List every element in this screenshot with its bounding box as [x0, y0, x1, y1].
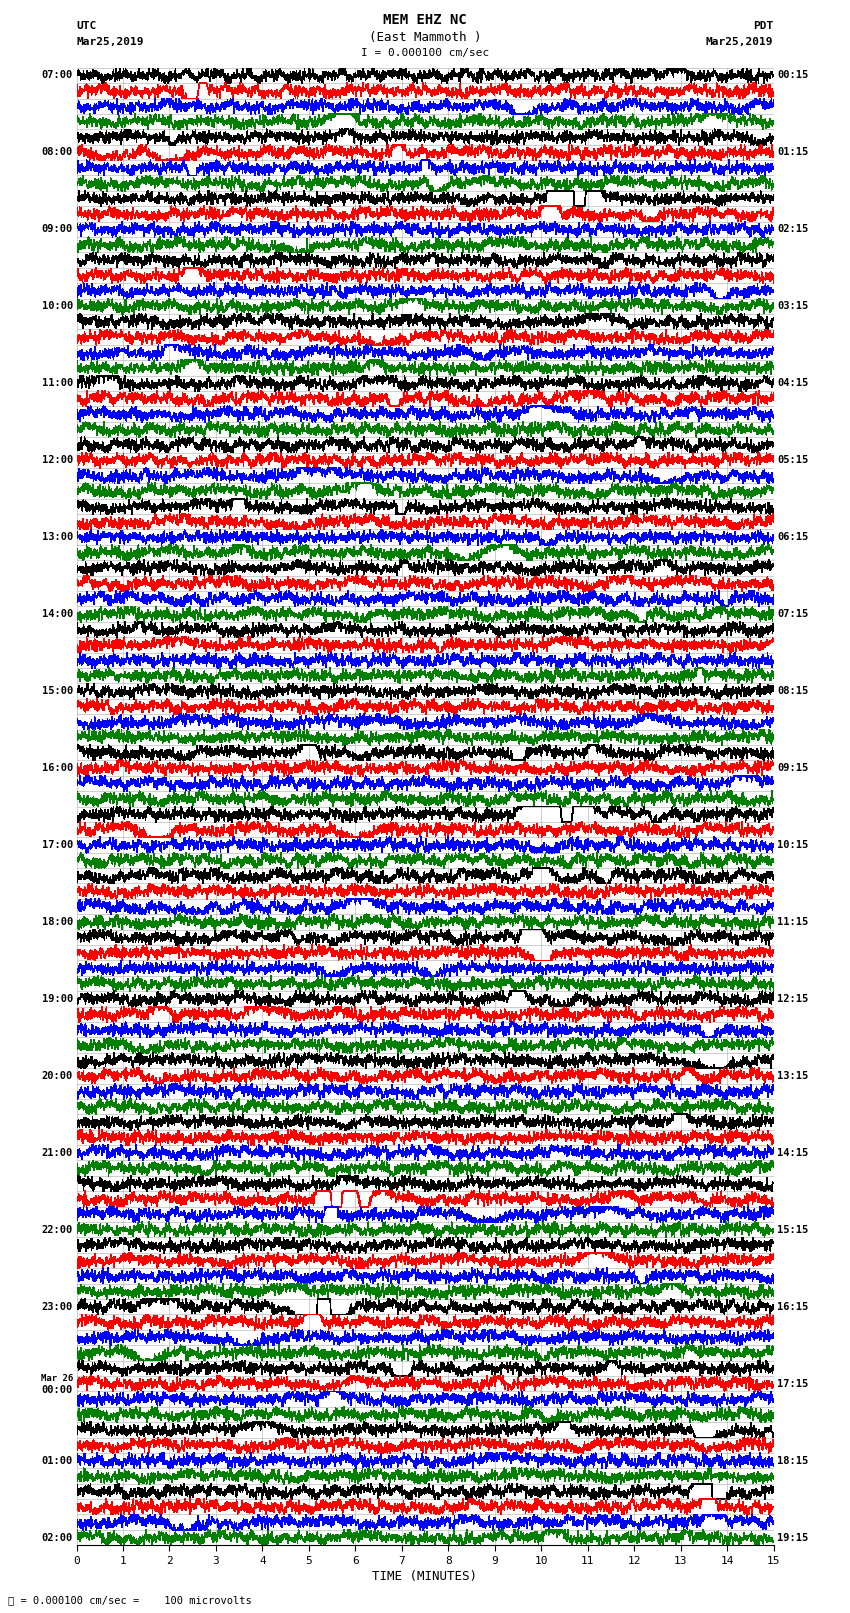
Text: 17:15: 17:15: [777, 1379, 808, 1389]
Text: Mar25,2019: Mar25,2019: [706, 37, 774, 47]
Text: 10:00: 10:00: [42, 302, 73, 311]
Text: 09:00: 09:00: [42, 224, 73, 234]
Text: 06:15: 06:15: [777, 532, 808, 542]
Text: (East Mammoth ): (East Mammoth ): [369, 31, 481, 44]
Text: 07:00: 07:00: [42, 71, 73, 81]
Text: 07:15: 07:15: [777, 610, 808, 619]
Text: 04:15: 04:15: [777, 379, 808, 389]
Text: 16:00: 16:00: [42, 763, 73, 773]
Text: 23:00: 23:00: [42, 1302, 73, 1311]
Text: 12:15: 12:15: [777, 994, 808, 1003]
Text: I = 0.000100 cm/sec: I = 0.000100 cm/sec: [361, 48, 489, 58]
Text: 01:00: 01:00: [42, 1455, 73, 1466]
Text: PDT: PDT: [753, 21, 774, 31]
Text: Mar 26: Mar 26: [41, 1374, 73, 1384]
Text: ⎹ = 0.000100 cm/sec =    100 microvolts: ⎹ = 0.000100 cm/sec = 100 microvolts: [8, 1595, 252, 1605]
Text: 19:15: 19:15: [777, 1532, 808, 1542]
Text: 00:00: 00:00: [42, 1386, 73, 1395]
X-axis label: TIME (MINUTES): TIME (MINUTES): [372, 1569, 478, 1582]
Text: MEM EHZ NC: MEM EHZ NC: [383, 13, 467, 27]
Text: 18:00: 18:00: [42, 916, 73, 927]
Text: 18:15: 18:15: [777, 1455, 808, 1466]
Text: 13:15: 13:15: [777, 1071, 808, 1081]
Text: 00:15: 00:15: [777, 71, 808, 81]
Text: 09:15: 09:15: [777, 763, 808, 773]
Text: 14:00: 14:00: [42, 610, 73, 619]
Text: 16:15: 16:15: [777, 1302, 808, 1311]
Text: 22:00: 22:00: [42, 1224, 73, 1234]
Text: 19:00: 19:00: [42, 994, 73, 1003]
Text: 12:00: 12:00: [42, 455, 73, 465]
Text: 11:00: 11:00: [42, 379, 73, 389]
Text: 17:00: 17:00: [42, 840, 73, 850]
Text: 05:15: 05:15: [777, 455, 808, 465]
Text: 13:00: 13:00: [42, 532, 73, 542]
Text: 15:00: 15:00: [42, 686, 73, 697]
Text: 10:15: 10:15: [777, 840, 808, 850]
Text: UTC: UTC: [76, 21, 97, 31]
Text: 08:00: 08:00: [42, 147, 73, 158]
Text: 20:00: 20:00: [42, 1071, 73, 1081]
Text: Mar25,2019: Mar25,2019: [76, 37, 144, 47]
Text: 15:15: 15:15: [777, 1224, 808, 1234]
Text: 08:15: 08:15: [777, 686, 808, 697]
Text: 11:15: 11:15: [777, 916, 808, 927]
Text: 01:15: 01:15: [777, 147, 808, 158]
Text: 02:00: 02:00: [42, 1532, 73, 1542]
Text: 21:00: 21:00: [42, 1148, 73, 1158]
Text: 14:15: 14:15: [777, 1148, 808, 1158]
Text: 03:15: 03:15: [777, 302, 808, 311]
Text: 02:15: 02:15: [777, 224, 808, 234]
